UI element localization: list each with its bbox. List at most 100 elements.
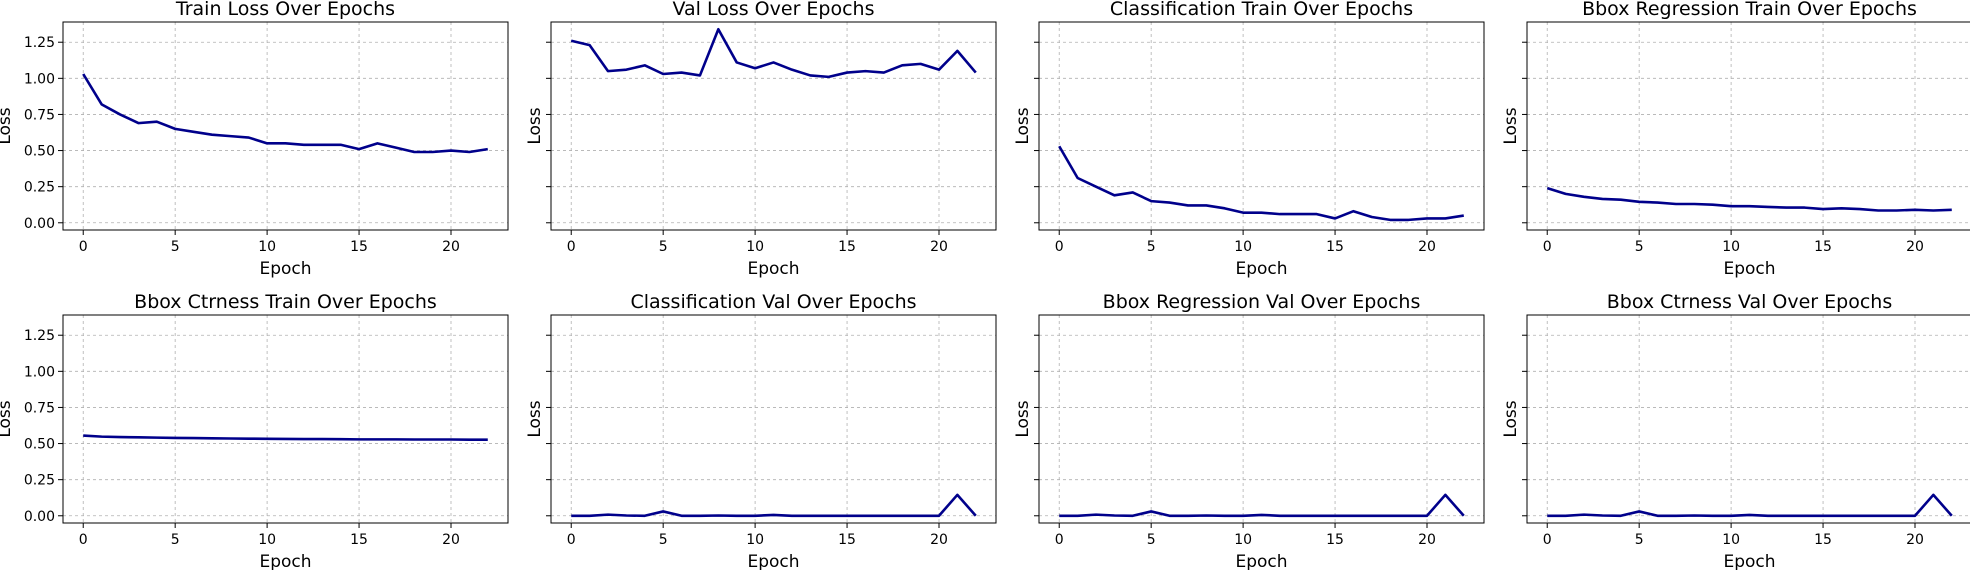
y-tick-label: 0.50 (24, 144, 55, 160)
subplot-title: Train Loss Over Epochs (175, 0, 395, 20)
x-tick-label: 15 (1326, 532, 1344, 548)
subplot-5: 0 5 10 15 20 0.00 0.25 0.50 0.75 1.00 1.25 Bbox Ctr… (0, 291, 509, 570)
x-tick-label: 10 (1722, 239, 1740, 255)
x-tick-label: 10 (746, 532, 764, 548)
y-axis-label: Loss (1501, 107, 1521, 144)
series-line (1058, 145, 1464, 222)
x-tick-label: 5 (171, 532, 180, 548)
y-tick-label: 0.25 (24, 180, 55, 196)
subplot-3: 0 5 10 15 20 Classification Train Over Epochs… (1013, 0, 1485, 279)
y-tick-label: 0.00 (24, 509, 55, 525)
x-tick-label: 15 (838, 239, 856, 255)
y-axis-label: Loss (525, 107, 545, 144)
series-line (1546, 186, 1952, 212)
y-axis-label: Loss (1013, 400, 1033, 437)
x-axis-label: Epoch (747, 552, 799, 570)
x-tick-label: 5 (1635, 532, 1644, 548)
x-tick-label: 0 (79, 532, 88, 548)
subplot-8: 0 5 10 15 20 Bbox Ctrness Val Over Epochs Epoc… (1501, 291, 1970, 570)
axes-frame (62, 21, 509, 231)
subplot-title: Bbox Ctrness Train Over Epochs (134, 291, 437, 313)
y-axis-label: Loss (525, 400, 545, 437)
x-tick-label: 5 (1147, 532, 1156, 548)
series-line (1547, 493, 1953, 518)
x-tick-label: 15 (1814, 239, 1832, 255)
x-tick-label: 5 (1635, 239, 1644, 255)
x-tick-label: 0 (567, 239, 576, 255)
series-line (571, 493, 977, 518)
axes-frame (1038, 21, 1485, 231)
axes-frame (550, 21, 997, 231)
x-axis-label: Epoch (1235, 552, 1287, 570)
axes-frame (1526, 21, 1970, 231)
x-axis-label: Epoch (1723, 552, 1775, 570)
x-tick-label: 15 (838, 532, 856, 548)
subplot-2: 0 5 10 15 20 Val Loss Over Epochs Epoch Loss (525, 0, 997, 279)
subplot-title: Bbox Regression Val Over Epochs (1103, 291, 1421, 313)
x-tick-label: 5 (171, 239, 180, 255)
y-tick-label: 1.00 (24, 364, 55, 380)
axes-frame (1526, 314, 1970, 524)
x-tick-label: 10 (1722, 532, 1740, 548)
x-tick-label: 20 (1418, 239, 1436, 255)
subplot-7: 0 5 10 15 20 Bbox Regression Val Over Epochs E… (1013, 291, 1485, 570)
x-tick-label: 20 (1906, 532, 1924, 548)
x-tick-label: 5 (1147, 239, 1156, 255)
x-tick-label: 10 (258, 532, 276, 548)
x-tick-label: 20 (442, 239, 460, 255)
x-tick-label: 0 (1543, 532, 1552, 548)
y-tick-label: 1.25 (24, 35, 55, 51)
x-tick-label: 0 (567, 532, 576, 548)
subplot-title: Classification Val Over Epochs (630, 291, 916, 313)
x-tick-label: 20 (930, 532, 948, 548)
axes-frame (1038, 314, 1485, 524)
y-tick-label: 0.25 (24, 473, 55, 489)
x-tick-label: 0 (1055, 239, 1064, 255)
x-axis-label: Epoch (1235, 259, 1287, 279)
x-tick-label: 20 (1906, 239, 1924, 255)
x-axis-label: Epoch (747, 259, 799, 279)
y-axis-label: Loss (0, 107, 15, 144)
series-line (82, 73, 488, 154)
x-tick-label: 15 (350, 239, 368, 255)
subplot-title: Bbox Ctrness Val Over Epochs (1607, 291, 1892, 313)
axes-frame (62, 314, 509, 524)
x-tick-label: 10 (746, 239, 764, 255)
x-tick-label: 10 (1234, 532, 1252, 548)
subplot-1: 0 5 10 15 20 0.00 0.25 0.50 0.75 1.00 1.25 Train Lo… (0, 0, 509, 279)
x-tick-label: 20 (1418, 532, 1436, 548)
series-line (570, 27, 977, 79)
subplot-title: Classification Train Over Epochs (1110, 0, 1413, 20)
x-tick-label: 15 (350, 532, 368, 548)
y-tick-label: 1.25 (24, 328, 55, 344)
subplot-title: Bbox Regression Train Over Epochs (1582, 0, 1917, 20)
x-tick-label: 10 (258, 239, 276, 255)
y-tick-label: 0.50 (24, 437, 55, 453)
subplot-title: Val Loss Over Epochs (672, 0, 874, 20)
series-line (1059, 493, 1465, 518)
x-axis-label: Epoch (1723, 259, 1775, 279)
y-tick-label: 0.00 (24, 216, 55, 232)
x-axis-label: Epoch (259, 552, 311, 570)
y-axis-label: Loss (0, 400, 15, 437)
x-tick-label: 0 (1055, 532, 1064, 548)
x-tick-label: 0 (79, 239, 88, 255)
x-tick-label: 0 (1543, 239, 1552, 255)
y-tick-label: 1.00 (24, 71, 55, 87)
x-tick-label: 15 (1814, 532, 1832, 548)
x-tick-label: 5 (659, 532, 668, 548)
x-tick-label: 20 (442, 532, 460, 548)
y-axis-label: Loss (1501, 400, 1521, 437)
y-tick-label: 0.75 (24, 107, 55, 123)
subplot-6: 0 5 10 15 20 Classification Val Over Epochs Ep… (525, 291, 997, 570)
x-tick-label: 5 (659, 239, 668, 255)
series-line (83, 434, 488, 441)
x-axis-label: Epoch (259, 259, 311, 279)
y-tick-label: 0.75 (24, 400, 55, 416)
axes-frame (550, 314, 997, 524)
x-tick-label: 15 (1326, 239, 1344, 255)
x-tick-label: 20 (930, 239, 948, 255)
y-axis-label: Loss (1013, 107, 1033, 144)
subplot-4: 0 5 10 15 20 Bbox Regression Train Over Epoch… (1501, 0, 1970, 279)
